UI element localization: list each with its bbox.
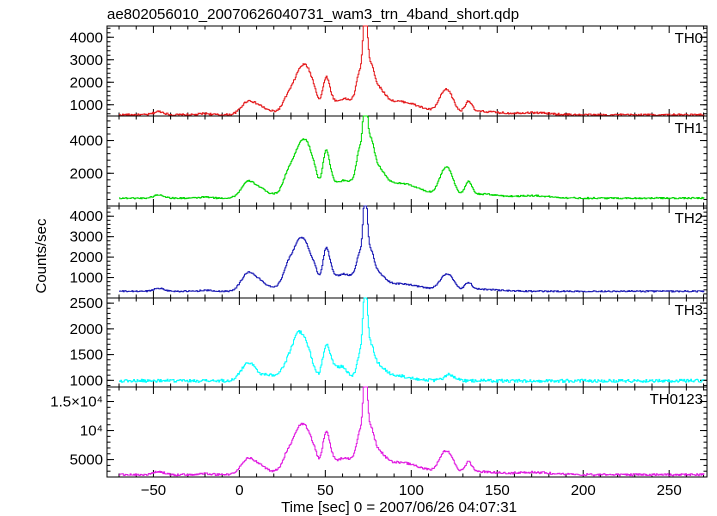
x-tick-label: 0: [235, 482, 243, 499]
x-tick-label: 100: [399, 482, 424, 499]
panel-frame: [106, 386, 708, 478]
y-tick-label: 4000: [70, 133, 103, 150]
panel-frame: [106, 297, 708, 388]
panel-label: TH2: [675, 210, 703, 227]
x-tick-label: 250: [657, 482, 682, 499]
x-tick-label: −50: [141, 482, 166, 499]
y-tick-label: 2000: [70, 249, 103, 266]
x-tick-label: 50: [317, 482, 334, 499]
panel-th2: 1000 2000 3000 4000 TH2: [70, 205, 708, 299]
panel-th1: 2000 4000 TH1: [70, 115, 708, 207]
x-axis-tick-labels: −50 0 50 100 150 200 250: [141, 482, 682, 499]
series-line-th3: [119, 297, 705, 383]
panel-label: TH0123: [650, 391, 703, 408]
y-tick-label: 10⁴: [80, 423, 103, 440]
y-tick-label: 3000: [70, 229, 103, 246]
y-tick-label: 4000: [70, 208, 103, 225]
x-tick-label: 200: [571, 482, 596, 499]
series-line-th2: [119, 205, 705, 293]
series-line-th0: [119, 25, 705, 117]
y-tick-label: 2000: [70, 74, 103, 91]
x-axis-title: Time [sec] 0 = 2007/06/26 04:07:31: [281, 499, 517, 516]
x-tick-label: 150: [485, 482, 510, 499]
panel-stack: 1000 2000 3000 4000 TH0 2000 4000 TH1 1000 2000 30…: [50, 25, 708, 478]
panel-label: TH0: [675, 30, 703, 47]
y-tick-label: 4000: [70, 29, 103, 46]
y-tick-label: 2000: [70, 321, 103, 338]
panel-label: TH1: [675, 120, 703, 137]
y-tick-label: 1000: [70, 270, 103, 287]
y-tick-label: 2500: [70, 295, 103, 312]
panel-th0123: 5000 10⁴ 1.5×10⁴ TH0123: [50, 386, 708, 478]
y-tick-label: 2000: [70, 165, 103, 182]
y-tick-label: 1.5×10⁴: [50, 394, 103, 411]
y-tick-label: 1000: [70, 97, 103, 114]
chart-title: ae802056010_20070626040731_wam3_trn_4ban…: [107, 6, 519, 23]
series-line-th1: [119, 115, 705, 200]
panel-th0: 1000 2000 3000 4000 TH0: [70, 25, 708, 117]
y-tick-label: 5000: [70, 452, 103, 469]
panel-label: TH3: [675, 302, 703, 319]
y-tick-label: 1500: [70, 347, 103, 364]
y-tick-label: 1000: [70, 372, 103, 389]
panel-frame: [106, 115, 708, 207]
panel-th3: 1000 1500 2000 2500 TH3: [70, 295, 708, 389]
series-line-th0123: [119, 386, 705, 477]
y-axis-title: Counts/sec: [33, 218, 50, 294]
y-tick-label: 3000: [70, 52, 103, 69]
